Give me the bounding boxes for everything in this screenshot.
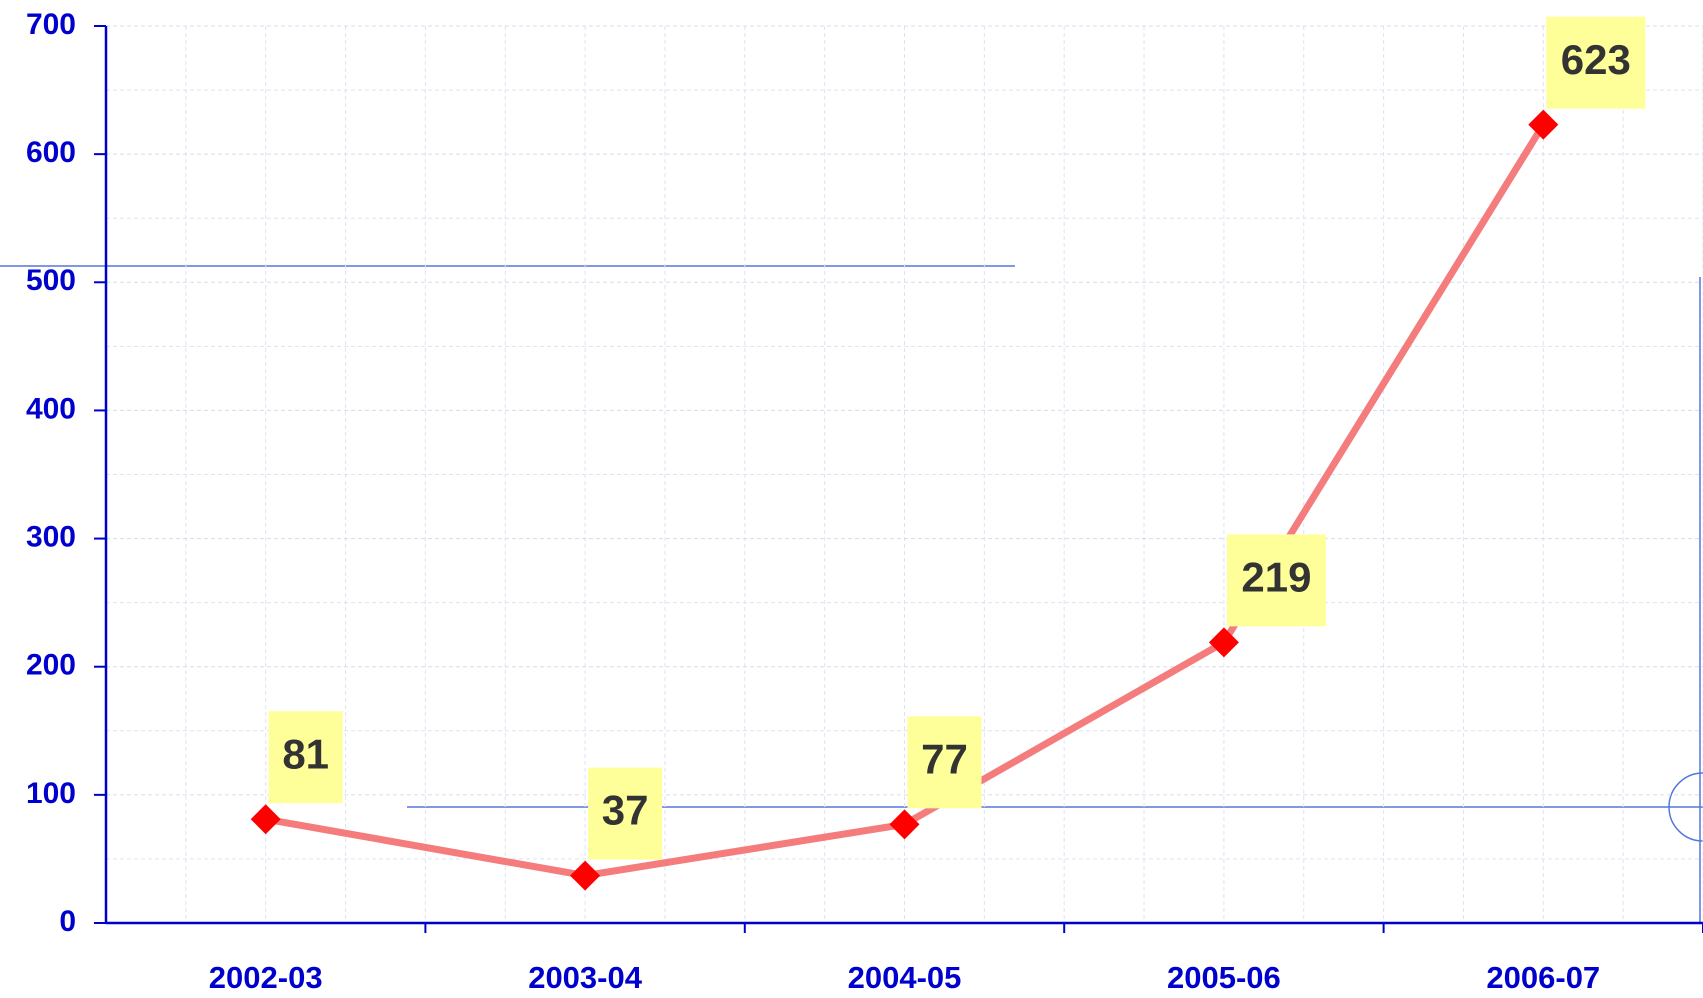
marker: [889, 809, 920, 840]
data-label: 623: [1546, 16, 1646, 109]
data-label-box: [1546, 16, 1646, 109]
x-tick-label: 2002-03: [209, 960, 323, 995]
y-tick-label: 300: [26, 520, 76, 553]
x-tick-label: 2003-04: [528, 960, 643, 995]
y-tick-label: 200: [26, 649, 76, 682]
data-label: 37: [588, 767, 663, 860]
data-label-box: [588, 767, 663, 860]
marker: [250, 804, 281, 835]
marker: [570, 860, 601, 891]
data-label-text: 77: [921, 735, 968, 782]
y-tick-label: 600: [26, 136, 76, 169]
data-label-text: 219: [1241, 553, 1311, 600]
data-label-box: [907, 716, 982, 809]
x-tick-label: 2004-05: [848, 960, 962, 995]
y-tick-label: 500: [26, 264, 76, 297]
marker: [1208, 627, 1239, 658]
marker: [1528, 109, 1559, 140]
y-tick-label: 0: [59, 905, 76, 938]
decoration: [0, 265, 1703, 923]
x-tick-label: 2006-07: [1486, 960, 1600, 995]
y-tick-label: 400: [26, 392, 76, 425]
y-tick-label: 700: [26, 8, 76, 41]
data-label-text: 37: [602, 787, 649, 834]
data-label-box: [1226, 534, 1326, 627]
data-label: 77: [907, 716, 982, 809]
data-label-text: 623: [1561, 36, 1631, 83]
y-tick-label: 100: [26, 777, 76, 810]
x-tick-label: 2005-06: [1167, 960, 1281, 995]
data-label: 219: [1226, 534, 1326, 627]
data-label: 81: [268, 711, 343, 804]
data-label-text: 81: [282, 730, 329, 777]
data-label-box: [268, 711, 343, 804]
